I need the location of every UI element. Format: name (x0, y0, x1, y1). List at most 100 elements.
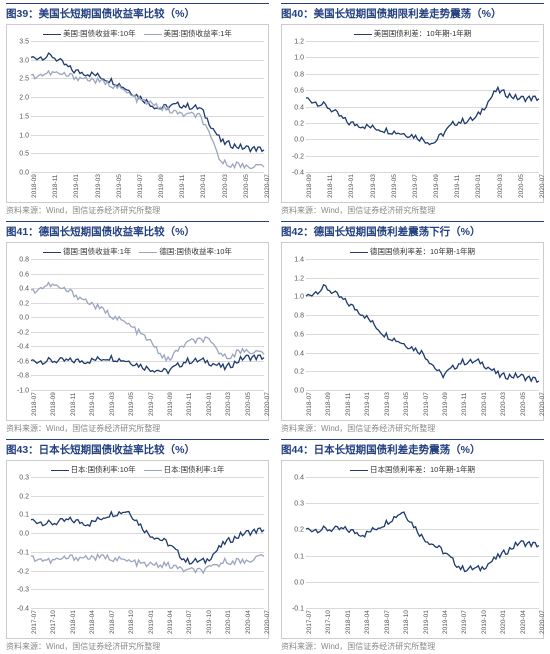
chart-panel-c40: 图40：美国长短期国债期限利差走势震荡（%）美国国债利差：10年期-1年期-0.… (275, 0, 550, 218)
chart-title: 图40：美国长短期国债期限利差走势震荡（%） (281, 6, 544, 21)
chart-area: 日本:国债利率:10年日本:国债利率:1年 -0.4 -0.3 -0.2 -0.1 0.0… (6, 460, 269, 639)
y-tick: 1.2 (284, 275, 304, 282)
y-tick: -0.4 (284, 170, 304, 177)
y-tick: 0.8 (9, 257, 29, 264)
chart-area: 美国国债利差：10年期-1年期-0.4-0.20.00.20.40.60.81.… (281, 24, 544, 203)
x-axis-labels: 2017-072017-102018-012018-042018-072018-… (306, 608, 539, 636)
legend: 日本国债利率差：10年期-1年期 (282, 464, 543, 475)
y-tick: 3.0 (9, 57, 29, 64)
y-tick: 0.8 (284, 313, 304, 320)
y-tick: -0.4 (9, 344, 29, 351)
source-text: 资料来源：Wind，国信证券经济研究所整理 (6, 205, 269, 216)
y-tick: 0.4 (284, 350, 304, 357)
y-tick: 0.2 (284, 120, 304, 127)
y-tick: -0.3 (9, 587, 29, 594)
chart-panel-c43: 图43：日本长短期国债收益率比较（%） 日本:国债利率:10年日本:国债利率:1年… (0, 436, 275, 654)
series-line (31, 283, 264, 361)
y-tick: 0.0 (284, 388, 304, 395)
y-tick: 0.0 (9, 315, 29, 322)
x-axis-labels: 2018-072018-092018-112019-012019-032019-… (31, 390, 264, 418)
series-svg (306, 477, 539, 608)
y-tick: 0.4 (9, 286, 29, 293)
legend: 德国:国债收益率:1年德国:国债收益率:10年 (7, 246, 268, 257)
y-tick: -0.2 (9, 568, 29, 575)
y-tick: -0.1 (284, 606, 304, 613)
x-axis-labels: 2018-072018-092018-112019-012019-032019-… (306, 390, 539, 418)
y-tick: 1.0 (284, 55, 304, 62)
y-tick: 0.0 (284, 579, 304, 586)
chart-panel-c42: 图42：德国长短期国债利差震荡下行（%） 德国国债利率差：10年期-1年期 0.0 0… (275, 218, 550, 436)
y-tick: 0.0 (9, 170, 29, 177)
plot-area (306, 477, 539, 608)
series-line (31, 71, 264, 168)
y-tick: 0.2 (9, 493, 29, 500)
y-tick: 1.5 (9, 113, 29, 120)
y-tick: -0.4 (9, 606, 29, 613)
y-tick: 0.3 (284, 501, 304, 508)
series-line (31, 53, 264, 151)
y-tick: 2.5 (9, 76, 29, 83)
y-tick: -0.2 (9, 329, 29, 336)
y-tick: 3.5 (9, 39, 29, 46)
chart-area: 德国国债利率差：10年期-1年期 0.0 0.2 0.4 0.6 0.8 1.0 1.2 1.4… (281, 242, 544, 421)
source-text: 资料来源：Wind，国信证券经济研究所整理 (6, 641, 269, 652)
y-tick: 0.3 (9, 475, 29, 482)
series-line (31, 355, 264, 373)
legend: 日本:国债利率:10年日本:国债利率:1年 (7, 464, 268, 475)
y-tick: 0.2 (9, 300, 29, 307)
plot-area (31, 477, 264, 608)
series-line (31, 512, 264, 564)
chart-title: 图41：德国长短期国债收益率比较（%） (6, 224, 269, 239)
chart-panel-c39: 图39：美国长短期国债收益率比较（%） 美国:国债收益率:10年美国:国债收益率:… (0, 0, 275, 218)
y-tick: 0.5 (9, 151, 29, 158)
series-svg (31, 259, 264, 390)
plot-area (31, 259, 264, 390)
y-tick: 0.1 (284, 553, 304, 560)
plot-area (31, 41, 264, 172)
legend: 德国国债利率差：10年期-1年期 (282, 246, 543, 257)
x-axis-labels: 2017-072017-102018-012018-042018-072018-… (31, 608, 264, 636)
series-line (306, 87, 539, 144)
chart-panel-c41: 图41：德国长短期国债收益率比较（%） 德国:国债收益率:1年德国:国债收益率:1… (0, 218, 275, 436)
y-tick: 0.4 (284, 475, 304, 482)
legend: 美国:国债收益率:10年美国:国债收益率:1年 (7, 28, 268, 39)
y-tick: 0.6 (284, 331, 304, 338)
y-tick: 0.0 (9, 531, 29, 538)
y-tick: 1.2 (284, 39, 304, 46)
chart-title: 图39：美国长短期国债收益率比较（%） (6, 6, 269, 21)
chart-area: 美国:国债收益率:10年美国:国债收益率:1年 0.0 0.5 1.0 1.5 2.0 2.… (6, 24, 269, 203)
y-tick: -0.8 (9, 373, 29, 380)
chart-area: 德国:国债收益率:1年德国:国债收益率:10年 -1.0 -0.8 -0.6 -0.4 -… (6, 242, 269, 421)
chart-title: 图43：日本长短期国债收益率比较（%） (6, 442, 269, 457)
y-tick: 1.4 (284, 257, 304, 264)
series-svg (31, 41, 264, 172)
y-tick: 2.0 (9, 95, 29, 102)
series-svg (306, 41, 539, 172)
series-line (306, 285, 539, 382)
y-tick: 0.6 (284, 88, 304, 95)
y-tick: 0.2 (284, 527, 304, 534)
source-text: 资料来源：Wind，国信证券经济研究所整理 (281, 423, 544, 434)
y-tick: 0.1 (9, 512, 29, 519)
series-svg (306, 259, 539, 390)
chart-title: 图44：日本长短期国债利差走势震荡（%） (281, 442, 544, 457)
source-text: 资料来源：Wind，国信证券经济研究所整理 (6, 423, 269, 434)
y-tick: 0.2 (284, 369, 304, 376)
y-tick: -1.0 (9, 388, 29, 395)
chart-area: 日本国债利率差：10年期-1年期 -0.1 0.0 0.1 0.2 0.3 0.4 2017-… (281, 460, 544, 639)
y-tick: -0.1 (9, 549, 29, 556)
y-tick: -0.2 (284, 153, 304, 160)
source-text: 资料来源：Wind，国信证券经济研究所整理 (281, 641, 544, 652)
y-tick: 0.4 (284, 104, 304, 111)
x-axis-labels: 2018-092018-112019-012019-032019-052019-… (306, 172, 539, 200)
y-tick: 0.0 (284, 137, 304, 144)
y-tick: 0.8 (284, 71, 304, 78)
plot-area (306, 259, 539, 390)
y-tick: 1.0 (9, 132, 29, 139)
y-tick: -0.6 (9, 358, 29, 365)
chart-panel-c44: 图44：日本长短期国债利差走势震荡（%） 日本国债利率差：10年期-1年期 -0.1… (275, 436, 550, 654)
y-tick: 1.0 (284, 294, 304, 301)
plot-area (306, 41, 539, 172)
chart-title: 图42：德国长短期国债利差震荡下行（%） (281, 224, 544, 239)
x-axis-labels: 2018-092018-112019-012019-032019-052019-… (31, 172, 264, 200)
